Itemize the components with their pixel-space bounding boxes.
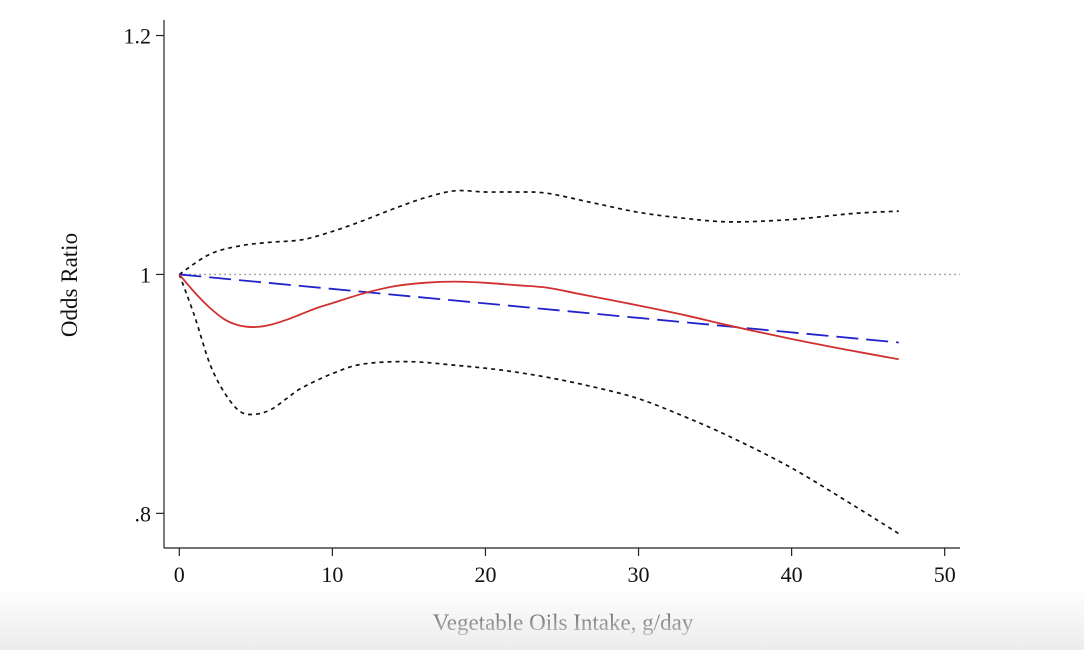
y-tick-label: .8 <box>135 501 152 526</box>
series-line-linear <box>179 273 899 344</box>
y-tick-label: 1 <box>140 262 151 287</box>
series-line-upper-ci <box>178 189 899 276</box>
x-tick-label: 50 <box>934 562 956 587</box>
x-tick-label: 10 <box>321 562 343 587</box>
tick-labels-group: 0 10 20 30 40 50 .8 1 1.2 <box>124 24 956 587</box>
series-line-lower-ci <box>178 274 900 535</box>
y-tick-label: 1.2 <box>124 24 152 49</box>
axes-group <box>156 20 960 556</box>
x-tick-label: 30 <box>628 562 650 587</box>
x-tick-label: 0 <box>174 562 185 587</box>
x-axis-label: Vegetable Oils Intake, g/day <box>433 610 694 635</box>
series-group <box>178 189 960 535</box>
y-axis-label: Odds Ratio <box>57 233 82 337</box>
x-tick-label: 40 <box>781 562 803 587</box>
x-tick-label: 20 <box>474 562 496 587</box>
series-line-nonlinear <box>178 273 899 361</box>
